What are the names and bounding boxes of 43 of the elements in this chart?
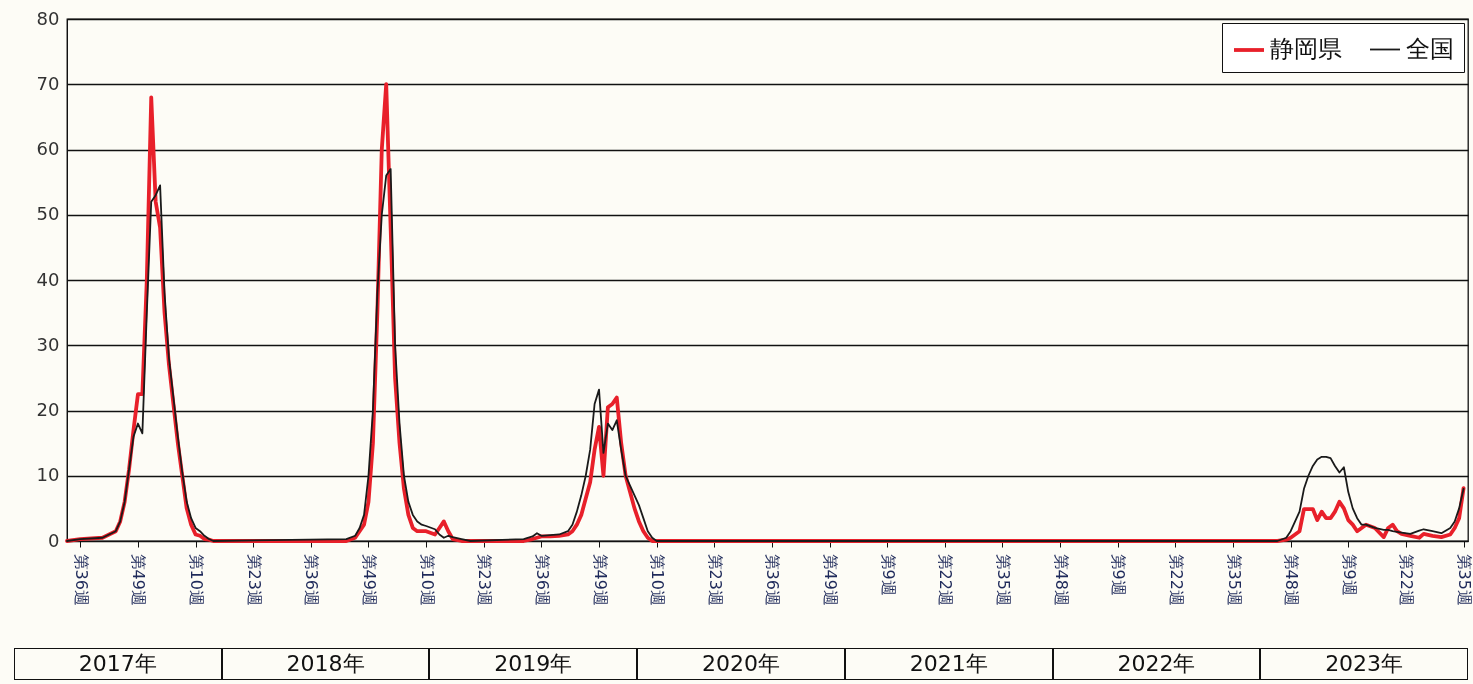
text: 2023年 bbox=[1260, 648, 1468, 680]
x-tick-label: 第23週 bbox=[705, 553, 725, 606]
x-tick-label: 第22週 bbox=[1397, 553, 1417, 606]
x-tick-label: 第23週 bbox=[244, 553, 264, 606]
x-tick-label: 第9週 bbox=[1109, 553, 1129, 596]
x-tick-label: 第49週 bbox=[821, 553, 841, 606]
y-tick-label: 50 bbox=[36, 203, 60, 225]
y-tick-label: 0 bbox=[48, 529, 60, 551]
x-tick-label: 第48週 bbox=[1282, 553, 1302, 606]
x-tick-label: 第9週 bbox=[878, 553, 898, 596]
x-tick-label: 第36週 bbox=[71, 553, 91, 606]
y-tick-label: 20 bbox=[36, 399, 60, 420]
x-tick-label: 第22週 bbox=[1166, 553, 1186, 606]
x-tick-label: 第9週 bbox=[1339, 553, 1359, 596]
x-tick-label: 第36週 bbox=[302, 553, 322, 606]
y-tick-label: 60 bbox=[36, 138, 60, 159]
x-tick-label: 第22週 bbox=[936, 553, 956, 606]
x-tick-label: 第35週 bbox=[993, 553, 1013, 606]
x-tick-label: 第10週 bbox=[648, 553, 668, 606]
y-tick-label: 40 bbox=[36, 268, 60, 290]
x-tick-label: 第49週 bbox=[590, 553, 610, 606]
text: 2019年 bbox=[429, 648, 638, 680]
text: 2022年 bbox=[1052, 648, 1261, 680]
x-tick-label: 第49週 bbox=[359, 553, 379, 606]
y-tick-label: 80 bbox=[36, 7, 60, 29]
x-tick-label: 第36週 bbox=[763, 553, 783, 606]
y-tick-label: 10 bbox=[36, 464, 60, 486]
x-tick-label: 第10週 bbox=[187, 553, 207, 606]
x-tick-label: 第48週 bbox=[1051, 553, 1071, 606]
text: 2018年 bbox=[221, 648, 430, 680]
x-tick-label: 第36週 bbox=[532, 553, 552, 606]
text: 2021年 bbox=[844, 648, 1053, 680]
text: 2020年 bbox=[637, 648, 845, 680]
y-tick-label: 70 bbox=[36, 72, 60, 94]
legend-label: 静岡県 bbox=[1270, 35, 1342, 63]
x-tick-label: 第35週 bbox=[1224, 553, 1244, 606]
x-tick-label: 第49週 bbox=[129, 553, 149, 606]
y-tick-label: 30 bbox=[36, 333, 60, 355]
legend-label: 全国 bbox=[1406, 34, 1454, 63]
text: 2017年 bbox=[14, 648, 222, 680]
x-tick-label: 第10週 bbox=[417, 553, 437, 606]
x-tick-label: 第23週 bbox=[475, 553, 495, 606]
x-tick-label: 第35週 bbox=[1455, 553, 1473, 606]
